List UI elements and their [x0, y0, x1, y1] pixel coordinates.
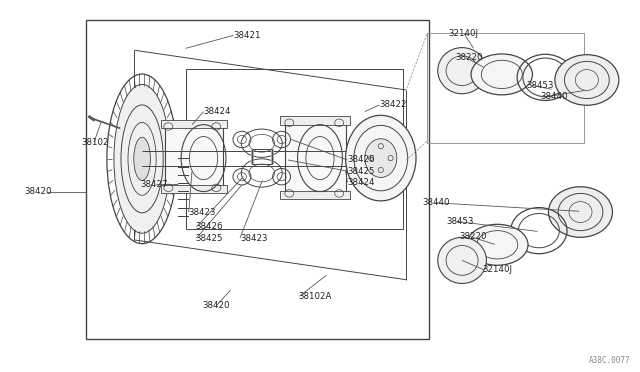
Bar	[285, 121, 346, 195]
Text: 38440: 38440	[422, 198, 450, 207]
Ellipse shape	[467, 224, 528, 265]
Text: 38427: 38427	[141, 180, 168, 189]
Ellipse shape	[548, 187, 612, 237]
Text: 38424: 38424	[204, 107, 231, 116]
Bar	[161, 185, 227, 193]
Text: 38426: 38426	[348, 155, 375, 164]
Text: 38421: 38421	[234, 31, 261, 40]
Text: 38423: 38423	[189, 208, 216, 217]
Text: 38423: 38423	[240, 234, 268, 243]
Ellipse shape	[134, 137, 150, 180]
Ellipse shape	[365, 139, 397, 177]
Text: 32140J: 32140J	[448, 29, 478, 38]
Text: 38220: 38220	[460, 232, 487, 241]
Bar	[280, 116, 350, 125]
Text: 32140J: 32140J	[482, 265, 512, 274]
Ellipse shape	[346, 115, 416, 201]
Text: 38220: 38220	[456, 53, 483, 62]
Bar	[186, 69, 403, 229]
Ellipse shape	[471, 54, 532, 95]
Text: 38453: 38453	[526, 81, 554, 90]
Text: 38425: 38425	[195, 234, 223, 243]
Text: 38420: 38420	[24, 187, 52, 196]
Text: 38453: 38453	[446, 217, 474, 226]
Text: 38426: 38426	[195, 222, 223, 231]
Bar	[280, 191, 350, 199]
Text: 38440: 38440	[540, 92, 568, 101]
Bar	[427, 33, 584, 143]
Ellipse shape	[438, 237, 486, 283]
Bar	[86, 20, 429, 339]
Ellipse shape	[114, 84, 170, 233]
Text: 38422: 38422	[380, 100, 407, 109]
Text: 38102: 38102	[81, 138, 109, 147]
Text: 38102A: 38102A	[298, 292, 332, 301]
Text: A38C.0077: A38C.0077	[589, 356, 630, 365]
Text: 38425: 38425	[348, 167, 375, 176]
Text: 38424: 38424	[348, 178, 375, 187]
Ellipse shape	[555, 55, 619, 105]
Bar	[165, 125, 223, 190]
Text: 38420: 38420	[202, 301, 230, 310]
Bar	[161, 120, 227, 128]
Ellipse shape	[438, 48, 486, 94]
